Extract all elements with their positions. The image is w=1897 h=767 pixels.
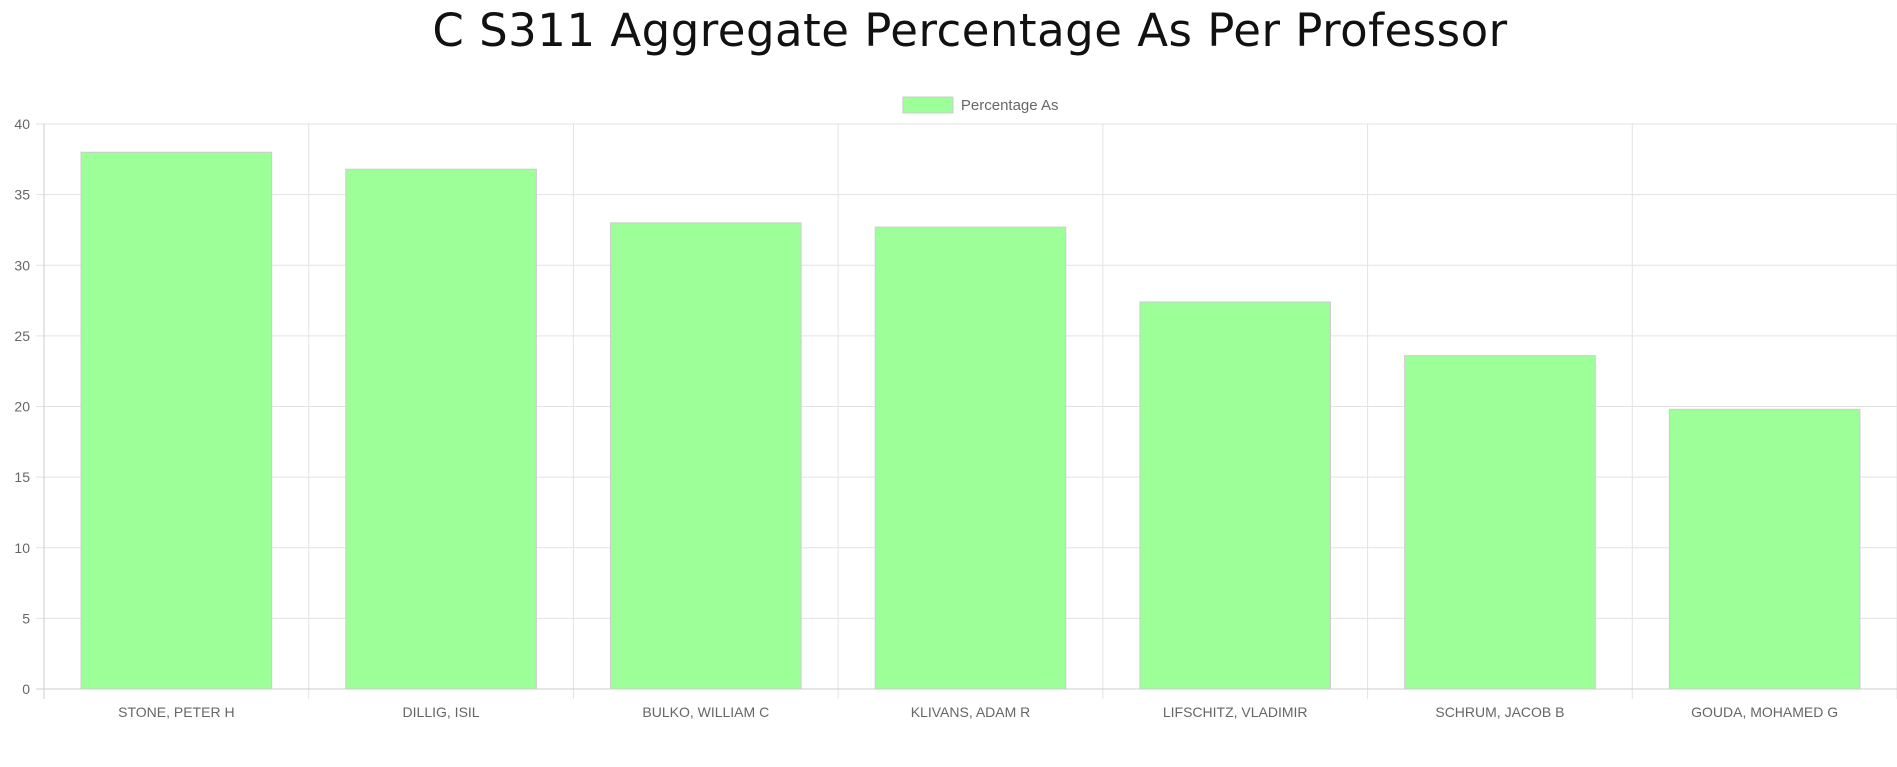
y-tick-label: 10 xyxy=(14,540,30,556)
bars xyxy=(80,151,1861,690)
x-tick-label: BULKO, WILLIAM C xyxy=(642,704,769,720)
y-tick-label: 35 xyxy=(14,187,30,203)
y-tick-label: 40 xyxy=(14,116,30,132)
y-tick-label: 0 xyxy=(22,681,30,697)
y-tick-label: 5 xyxy=(22,610,30,626)
axes: 0 5 10 15 20 25 30 35 40 STONE, PETER H DILLIG, IS… xyxy=(14,116,1897,720)
bar[interactable] xyxy=(609,222,802,690)
bar[interactable] xyxy=(80,151,273,690)
bar[interactable] xyxy=(345,168,537,690)
x-tick-label: STONE, PETER H xyxy=(118,704,234,720)
bar[interactable] xyxy=(1668,408,1861,690)
x-tick-label: SCHRUM, JACOB B xyxy=(1435,704,1564,720)
x-tick-label: LIFSCHITZ, VLADIMIR xyxy=(1163,704,1308,720)
x-tick-label: KLIVANS, ADAM R xyxy=(911,704,1031,720)
legend-label[interactable]: Percentage As xyxy=(961,97,1059,114)
x-tick-label: GOUDA, MOHAMED G xyxy=(1691,704,1838,720)
y-tick-label: 15 xyxy=(14,469,30,485)
bar[interactable] xyxy=(874,226,1067,690)
y-tick-label: 20 xyxy=(14,399,30,415)
legend[interactable]: Percentage As xyxy=(902,96,1059,114)
bar[interactable] xyxy=(1404,355,1596,690)
chart-title: C S311 Aggregate Percentage As Per Profe… xyxy=(432,4,1508,57)
legend-swatch[interactable] xyxy=(902,96,954,114)
bar[interactable] xyxy=(1139,301,1332,690)
y-tick-label: 25 xyxy=(14,328,30,344)
x-tick-label: DILLIG, ISIL xyxy=(403,704,480,720)
y-tick-label: 30 xyxy=(14,257,30,273)
